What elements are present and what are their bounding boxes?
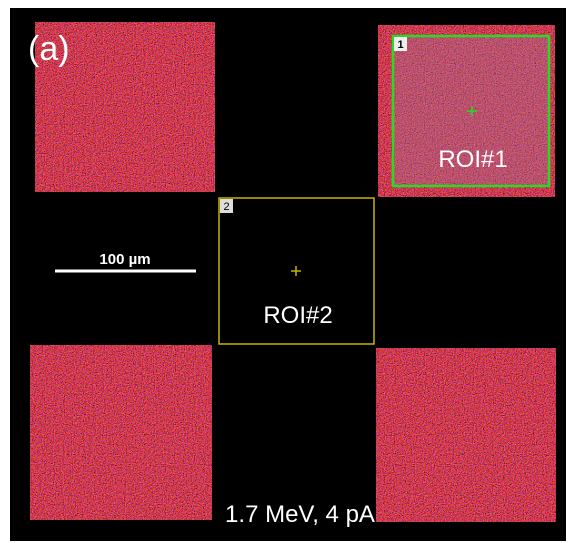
- roi-center: [467, 106, 477, 116]
- roi-center: [291, 266, 301, 276]
- roi-number-tag: [394, 37, 407, 51]
- scale-bar-label: 100 µm: [99, 251, 150, 268]
- roi-box: [218, 197, 375, 345]
- square: [376, 348, 556, 522]
- roi-number: 2: [223, 201, 229, 213]
- square: [378, 25, 555, 197]
- panel-label: (a): [28, 30, 70, 68]
- square: [30, 345, 212, 520]
- caption: 1.7 MeV, 4 pA: [225, 501, 375, 528]
- roi-label: ROI#1: [438, 146, 507, 173]
- roi-number-tag: [220, 199, 233, 213]
- roi-label: ROI#2: [263, 302, 332, 329]
- sample-squares: [30, 22, 556, 522]
- square: [35, 22, 215, 192]
- roi-box: [391, 34, 551, 188]
- roi-number: 1: [397, 39, 403, 51]
